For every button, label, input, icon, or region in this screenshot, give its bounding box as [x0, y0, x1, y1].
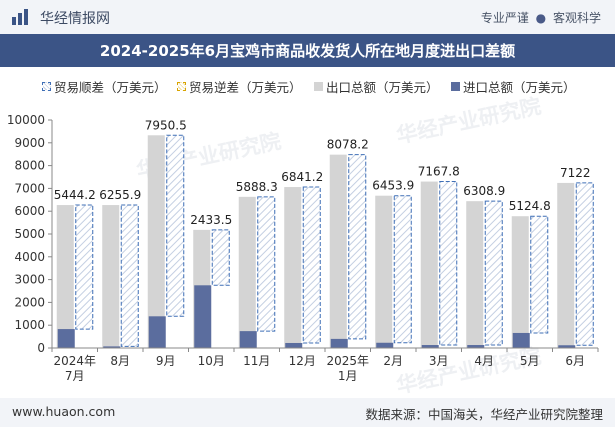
- legend-label-deficit: 贸易逆差（万美元）: [189, 80, 302, 95]
- surplus-bar: [120, 204, 139, 347]
- data-label: 6308.9: [463, 184, 505, 198]
- legend-swatch-export: [314, 82, 323, 91]
- legend-item-deficit: 贸易逆差（万美元）: [177, 77, 302, 96]
- surplus-bar: [302, 186, 321, 344]
- legend-label-import: 进口总额（万美元）: [463, 80, 576, 95]
- legend-label-export: 出口总额（万美元）: [326, 80, 439, 95]
- x-tick-label: 2024年: [53, 354, 96, 368]
- x-tick-label: 9月: [156, 354, 176, 368]
- y-tick-label: 10000: [7, 113, 45, 127]
- x-tick-label: 12月: [289, 354, 316, 368]
- surplus-bar: [75, 204, 94, 330]
- export-bar: [56, 205, 74, 348]
- footer-source: 数据来源：中国海关，华经产业研究院整理: [365, 407, 603, 422]
- logo-icon: [12, 9, 28, 25]
- data-label: 6453.9: [372, 179, 414, 193]
- import-bar: [103, 346, 121, 348]
- export-bar: [511, 216, 529, 348]
- y-tick-label: 7000: [14, 181, 45, 195]
- import-bar: [330, 338, 348, 348]
- import-bar: [285, 342, 303, 348]
- surplus-bar: [211, 229, 230, 286]
- export-bar: [375, 195, 393, 348]
- chart-plot: 0 1000 2000 3000 4000 5000 6000 7000 8000 9000 100…: [7, 113, 599, 383]
- export-bar: [557, 182, 575, 348]
- y-tick-label: 1000: [14, 318, 45, 332]
- import-bar: [376, 342, 394, 348]
- surplus-bar: [348, 154, 367, 340]
- tag-professional: 专业严谨: [480, 11, 529, 25]
- legend-item-export: 出口总额（万美元）: [314, 77, 439, 96]
- data-label: 5124.8: [509, 199, 551, 213]
- y-tick-label: 9000: [14, 136, 45, 150]
- data-label: 5444.2: [54, 188, 96, 202]
- data-label: 7950.5: [145, 118, 187, 132]
- y-tick-label: 2000: [14, 295, 45, 309]
- export-bar: [238, 196, 256, 348]
- legend-swatch-import: [451, 82, 460, 91]
- legend-swatch-surplus: [42, 82, 51, 91]
- import-bar: [558, 345, 576, 348]
- export-bar: [420, 181, 438, 348]
- y-tick-label: 5000: [14, 227, 45, 241]
- y-tick-label: 8000: [14, 159, 45, 173]
- import-bar: [194, 285, 212, 348]
- x-tick-label: 10月: [198, 354, 225, 368]
- surplus-bar: [484, 200, 503, 346]
- x-tick-label: 7月: [65, 369, 85, 383]
- legend-swatch-deficit: [177, 82, 186, 91]
- surplus-bar: [530, 215, 549, 334]
- brand-name: 华经情报网: [40, 11, 110, 27]
- x-tick-label: 6月: [565, 354, 585, 368]
- chart-title: 2024-2025年6月宝鸡市商品收发货人所在地月度进出口差额: [99, 42, 516, 60]
- y-tick-label: 4000: [14, 250, 45, 264]
- footer-url: www.huaon.com: [12, 404, 116, 419]
- x-tick-label: 2025年: [326, 354, 369, 368]
- data-label: 6841.2: [281, 170, 323, 184]
- export-bar: [147, 135, 165, 348]
- import-bar: [512, 332, 530, 348]
- x-tick-label: 8月: [110, 354, 130, 368]
- data-label: 2433.5: [190, 213, 232, 227]
- export-bar: [284, 187, 302, 348]
- title-bar: 2024-2025年6月宝鸡市商品收发货人所在地月度进出口差额: [0, 34, 615, 67]
- data-label: 7167.8: [418, 165, 460, 179]
- bullet-icon: ●: [535, 11, 547, 25]
- surplus-bar: [439, 181, 458, 346]
- surplus-bar: [257, 196, 276, 332]
- data-label: 5888.3: [236, 180, 278, 194]
- import-bar: [467, 345, 485, 348]
- export-bar: [329, 154, 347, 348]
- surplus-bar: [166, 134, 185, 317]
- legend-item-import: 进口总额（万美元）: [451, 77, 576, 96]
- legend-item-surplus: 贸易顺差（万美元）: [42, 77, 167, 96]
- import-bar: [239, 331, 257, 348]
- x-tick-label: 3月: [429, 354, 449, 368]
- x-tick-label: 2月: [383, 354, 403, 368]
- import-bar: [421, 345, 439, 348]
- surplus-bar: [575, 182, 594, 346]
- y-tick-label: 0: [37, 341, 45, 355]
- data-label: 7122: [560, 166, 591, 180]
- x-tick-label: 1月: [338, 369, 358, 383]
- export-bar: [466, 201, 484, 348]
- y-tick-label: 3000: [14, 273, 45, 287]
- y-tick-label: 6000: [14, 204, 45, 218]
- footer-bar: www.huaon.com 数据来源：中国海关，华经产业研究院整理: [0, 398, 615, 427]
- data-label: 8078.2: [327, 138, 369, 152]
- surplus-bar: [393, 195, 412, 344]
- data-label: 6255.9: [99, 188, 141, 202]
- export-bar: [102, 205, 120, 348]
- import-bar: [57, 329, 75, 348]
- legend-label-surplus: 贸易顺差（万美元）: [54, 80, 167, 95]
- import-bar: [148, 316, 166, 348]
- x-tick-label: 4月: [474, 354, 494, 368]
- header-tags: 专业严谨 ● 客观科学: [481, 9, 601, 26]
- tag-objective: 客观科学: [552, 11, 601, 25]
- x-tick-label: 5月: [520, 354, 540, 368]
- header-bar: 华经情报网 专业严谨 ● 客观科学: [0, 0, 615, 34]
- x-tick-label: 11月: [243, 354, 270, 368]
